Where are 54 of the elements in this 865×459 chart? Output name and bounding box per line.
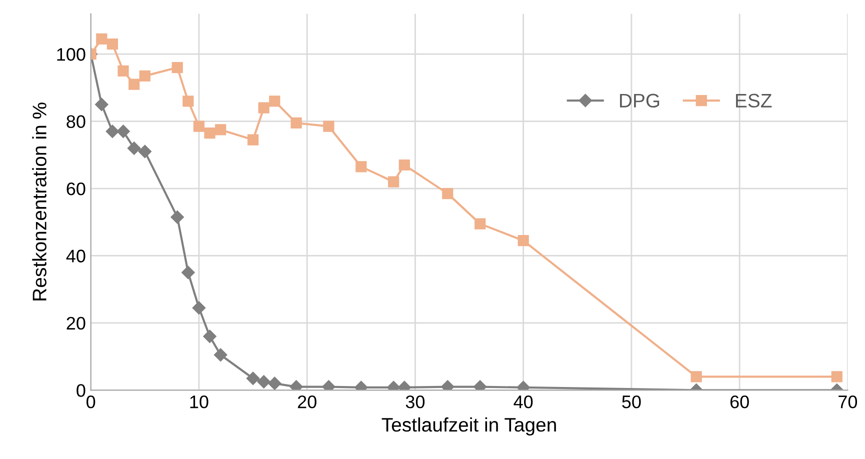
x-tick-label: 50 [622, 395, 641, 408]
point [214, 348, 228, 362]
point [116, 124, 130, 138]
point [690, 371, 702, 382]
point [139, 70, 150, 82]
point [128, 78, 140, 90]
legend-label: DPG [620, 94, 660, 108]
x-tick-label: 70 [838, 395, 858, 408]
point [518, 235, 529, 246]
point [170, 210, 184, 224]
point [269, 96, 280, 107]
y-tick-label: 0 [76, 384, 86, 397]
x-axis-title: Testlaufzeit in Tagen [382, 417, 556, 436]
x-tick-label: 20 [298, 395, 316, 408]
point [106, 124, 120, 138]
y-axis-title: Restkonzentration in % [32, 102, 46, 300]
x-tick-label: 60 [730, 395, 749, 408]
point [95, 98, 108, 112]
point [203, 330, 216, 343]
point [246, 372, 260, 385]
point [831, 371, 842, 382]
point [388, 176, 400, 188]
point [193, 120, 205, 132]
point [96, 33, 108, 45]
y-tick-label: 80 [66, 115, 86, 128]
point [247, 134, 259, 146]
point [215, 124, 226, 136]
point [442, 188, 454, 200]
x-tick-label: 30 [406, 395, 425, 408]
point [290, 117, 302, 129]
point [106, 38, 118, 50]
point [182, 96, 194, 107]
point [192, 301, 206, 314]
point [398, 159, 410, 171]
point [257, 375, 270, 388]
x-tick-label: 0 [86, 395, 96, 408]
point [268, 376, 282, 390]
point [127, 142, 141, 155]
point [323, 120, 334, 132]
y-tick-label: 40 [66, 250, 86, 262]
point [182, 266, 195, 280]
point [118, 65, 129, 76]
x-tick-label: 40 [514, 395, 533, 408]
point [474, 218, 486, 230]
y-tick-label: 60 [66, 182, 86, 196]
x-tick-label: 10 [190, 395, 208, 408]
point [258, 102, 270, 114]
point [204, 128, 216, 139]
y-tick-label: 20 [66, 316, 86, 330]
point [356, 161, 367, 172]
y-tick-label: 100 [57, 48, 86, 61]
point [172, 62, 183, 74]
legend-label: ESZ [736, 94, 772, 108]
point [138, 144, 152, 158]
